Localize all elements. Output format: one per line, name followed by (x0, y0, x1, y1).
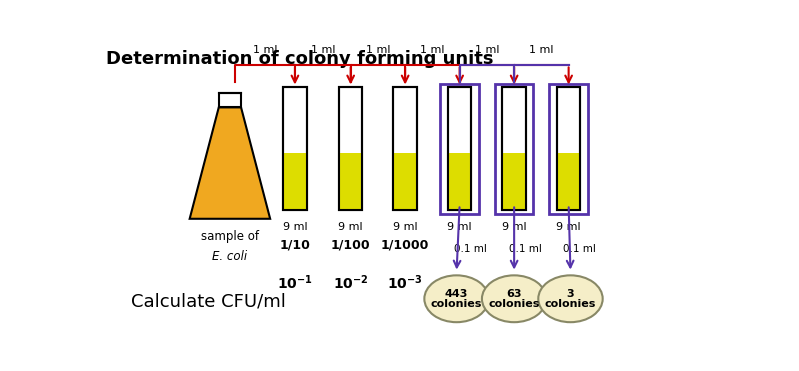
Text: 63: 63 (507, 289, 522, 299)
Bar (394, 152, 416, 210)
Bar (393, 87, 417, 210)
Text: colonies: colonies (431, 299, 483, 309)
Ellipse shape (539, 275, 602, 322)
Text: 1/10: 1/10 (280, 239, 310, 252)
Ellipse shape (482, 275, 547, 322)
Text: $\mathbf{10^{-3}}$: $\mathbf{10^{-3}}$ (388, 273, 423, 292)
Text: sample of: sample of (201, 230, 259, 243)
Bar (557, 87, 580, 210)
Text: 9 ml: 9 ml (556, 221, 581, 232)
Bar (503, 87, 526, 210)
Bar (448, 87, 471, 210)
Text: $\mathbf{10^{-1}}$: $\mathbf{10^{-1}}$ (277, 273, 312, 292)
Bar (284, 152, 306, 210)
Text: Determination of colony forming units: Determination of colony forming units (106, 50, 494, 68)
Text: 9 ml: 9 ml (338, 221, 363, 232)
Bar (503, 87, 526, 210)
Text: 1/1000: 1/1000 (381, 239, 429, 252)
Bar (448, 152, 471, 210)
Bar (219, 93, 241, 107)
Bar (393, 87, 417, 210)
Bar (283, 87, 307, 210)
Text: colonies: colonies (545, 299, 596, 309)
Bar (550, 84, 588, 214)
Bar (340, 152, 362, 210)
Polygon shape (189, 107, 270, 219)
Text: 1 ml: 1 ml (420, 45, 445, 55)
Bar (558, 152, 580, 210)
Text: 0.1 ml: 0.1 ml (509, 244, 542, 255)
Text: colonies: colonies (488, 299, 540, 309)
Text: 9 ml: 9 ml (502, 221, 527, 232)
Text: $\mathbf{10^{-2}}$: $\mathbf{10^{-2}}$ (333, 273, 368, 292)
Text: 443: 443 (445, 289, 468, 299)
Text: 1 ml: 1 ml (475, 45, 499, 55)
Bar (339, 87, 363, 210)
Bar (448, 87, 471, 210)
Text: 0.1 ml: 0.1 ml (563, 244, 596, 255)
Text: 1 ml: 1 ml (252, 45, 277, 55)
Bar (495, 84, 534, 214)
Bar (557, 87, 580, 210)
Text: 9 ml: 9 ml (447, 221, 472, 232)
Bar (283, 87, 307, 210)
Bar (503, 152, 525, 210)
Text: 9 ml: 9 ml (283, 221, 308, 232)
Text: Calculate CFU/ml: Calculate CFU/ml (131, 293, 286, 311)
Text: 1 ml: 1 ml (366, 45, 390, 55)
Text: 1/100: 1/100 (331, 239, 371, 252)
Text: 0.1 ml: 0.1 ml (455, 244, 487, 255)
Bar (339, 87, 363, 210)
Text: 1 ml: 1 ml (311, 45, 335, 55)
Text: E. coli: E. coli (213, 250, 248, 263)
Text: 9 ml: 9 ml (393, 221, 417, 232)
Text: 1 ml: 1 ml (529, 45, 554, 55)
Ellipse shape (424, 275, 489, 322)
Text: 3: 3 (566, 289, 574, 299)
Bar (440, 84, 479, 214)
